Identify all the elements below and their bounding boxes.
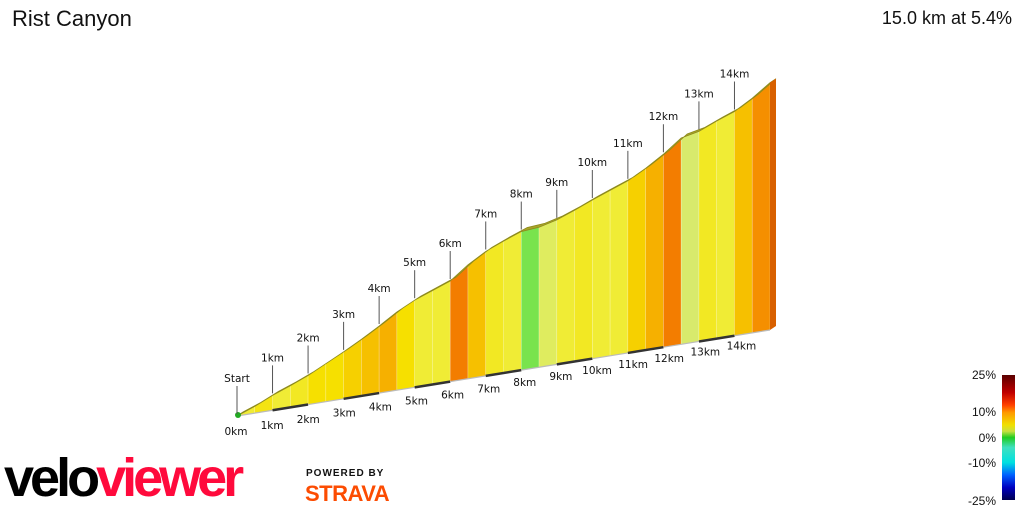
km-marker-label: 11km — [613, 138, 643, 150]
legend-label-10: 10% — [971, 405, 996, 419]
gradient-segment — [645, 153, 664, 351]
axis-tick-label: 12km — [654, 353, 684, 365]
veloviewer-logo[interactable]: veloviewer — [4, 448, 244, 508]
gradient-segment — [343, 338, 362, 400]
axis-tick-label: 14km — [727, 341, 757, 353]
axis-tick-label: 3km — [333, 408, 356, 420]
baseline-km-segment — [592, 352, 628, 360]
axis-tick-label: 8km — [513, 377, 536, 389]
gradient-segment — [503, 231, 522, 374]
baseline-km-segment — [485, 368, 522, 378]
gradient-segment — [574, 199, 593, 362]
gradient-segment — [680, 130, 700, 345]
gradient-segment — [716, 110, 735, 339]
baseline-km-segment — [556, 357, 593, 366]
gradient-segment — [609, 180, 629, 357]
logo-velo: velo — [4, 448, 100, 508]
baseline-km-segment — [663, 340, 700, 348]
profile-end-face — [770, 78, 776, 330]
gradient-segment — [556, 209, 575, 365]
km-marker-label: 7km — [474, 208, 497, 220]
legend-label-25: 25% — [971, 368, 996, 382]
axis-tick-label: 7km — [477, 383, 500, 395]
km-marker-label: 3km — [332, 309, 355, 321]
gradient-legend-bar — [1002, 375, 1015, 500]
logo-viewer: viewer — [96, 448, 244, 508]
axis-tick-label: 9km — [549, 371, 572, 383]
km-marker-label: 10km — [577, 157, 607, 169]
segment-title: Rist Canyon — [12, 6, 132, 31]
baseline-km-segment — [698, 334, 735, 343]
legend-label-minus25: -25% — [967, 494, 996, 508]
axis-tick-label: 13km — [690, 347, 720, 359]
axis-tick-label: 10km — [582, 365, 612, 377]
axis-tick-label: 4km — [369, 402, 392, 414]
gradient-segment — [698, 120, 718, 342]
gradient-segment — [396, 299, 415, 391]
axis-tick-label: 0km — [225, 426, 248, 438]
baseline-km-segment — [414, 380, 451, 389]
start-marker — [235, 412, 241, 418]
km-marker-label: 13km — [684, 88, 714, 100]
km-marker-label: 12km — [649, 111, 679, 123]
gradient-segment — [325, 351, 344, 403]
gradient-segment — [414, 290, 433, 388]
gradient-segment — [663, 137, 682, 348]
axis-tick-label: 1km — [261, 420, 284, 432]
legend-label-minus10: -10% — [967, 456, 996, 470]
gradient-segment — [485, 240, 504, 377]
gradient-segment — [751, 81, 771, 334]
baseline-km-segment — [307, 398, 344, 406]
km-marker-label: 1km — [261, 352, 284, 364]
km-marker-label: 2km — [297, 332, 320, 344]
baseline-km-segment — [521, 363, 557, 371]
km-marker-label: 4km — [368, 283, 391, 295]
km-marker-label: 8km — [510, 189, 533, 201]
gradient-segment — [449, 264, 469, 382]
baseline-km-segment — [627, 345, 664, 355]
legend-label-0: 0% — [978, 431, 996, 445]
gradient-segment — [432, 280, 451, 385]
gradient-segment — [592, 189, 611, 360]
baseline-km-segment — [272, 403, 309, 412]
segment-summary: 15.0 km at 5.4% — [881, 8, 1012, 28]
gradient-segment — [361, 325, 380, 397]
km-marker-label: 9km — [545, 177, 568, 189]
axis-tick-label: 5km — [405, 396, 428, 408]
baseline-km-segment — [379, 386, 415, 394]
baseline-km-segment — [343, 391, 380, 401]
km-marker-label: 14km — [720, 68, 750, 80]
strava-logo[interactable]: STRAVA — [305, 481, 390, 506]
km-marker-label: Start — [224, 373, 250, 385]
gradient-segment — [627, 167, 646, 354]
gradient-segment — [538, 219, 558, 368]
gradient-segment — [734, 97, 753, 337]
km-marker-label: 6km — [439, 238, 462, 250]
powered-by-text: POWERED BY — [306, 468, 385, 479]
km-marker-label: 5km — [403, 257, 426, 269]
baseline-km-segment — [734, 329, 771, 337]
gradient-segment — [520, 226, 540, 371]
baseline-km-segment — [236, 409, 273, 417]
axis-tick-label: 2km — [297, 414, 320, 426]
gradient-segment — [467, 250, 487, 380]
baseline-km-segment — [450, 375, 486, 383]
axis-tick-label: 6km — [441, 389, 464, 401]
axis-tick-label: 11km — [618, 359, 648, 371]
